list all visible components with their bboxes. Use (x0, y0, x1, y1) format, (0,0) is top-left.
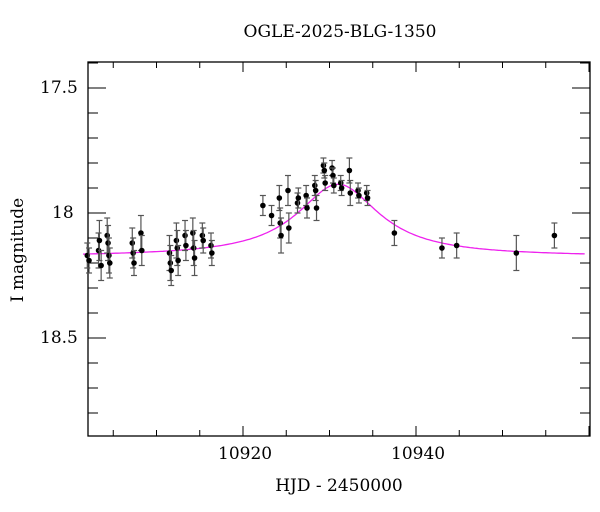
data-point (191, 239, 198, 277)
data-point (106, 247, 113, 279)
data-point (131, 249, 138, 277)
data-point (330, 177, 337, 194)
data-point (98, 249, 105, 282)
data-point (338, 179, 345, 197)
data-point (208, 239, 215, 267)
x-tick-label-10920: 10920 (218, 444, 273, 464)
y-tick-label-18-5: 18.5 (40, 328, 78, 348)
data-point (453, 232, 460, 259)
data-point (259, 194, 266, 217)
data-point (313, 194, 320, 222)
data-point (284, 174, 291, 207)
model-curve (82, 183, 585, 255)
data-point (285, 212, 292, 244)
data-point (182, 229, 189, 262)
data-point (96, 219, 103, 262)
data-point (347, 179, 354, 207)
y-axis-label: I magnitude (8, 197, 28, 303)
data-point (355, 187, 362, 204)
data-point (312, 179, 319, 202)
data-point (84, 242, 91, 269)
data-point (168, 254, 175, 287)
data-point (391, 219, 398, 247)
data-point (276, 184, 283, 212)
data-point (200, 227, 207, 254)
x-axis-label: HJD - 2450000 (275, 476, 403, 496)
data-point (438, 237, 445, 259)
data-point (513, 234, 520, 272)
chart-title: OGLE-2025-BLG-1350 (243, 22, 437, 42)
data-point (138, 234, 145, 267)
data-point (551, 222, 558, 249)
data-point (268, 204, 275, 227)
data-point (278, 217, 285, 254)
data-point (322, 174, 329, 192)
data-point (137, 214, 144, 252)
data-point (364, 189, 371, 207)
axis-ticks (88, 62, 590, 436)
data-point (295, 187, 302, 209)
y-tick-label-18: 18 (52, 203, 74, 223)
plot-frame (87, 61, 591, 437)
data-points (84, 157, 558, 287)
data-point (175, 244, 182, 277)
data-point (346, 157, 353, 184)
x-tick-label-10940: 10940 (391, 444, 446, 464)
y-tick-label-17-5: 17.5 (40, 78, 78, 98)
data-point (199, 222, 206, 249)
data-point (304, 197, 311, 219)
data-point (86, 247, 93, 274)
